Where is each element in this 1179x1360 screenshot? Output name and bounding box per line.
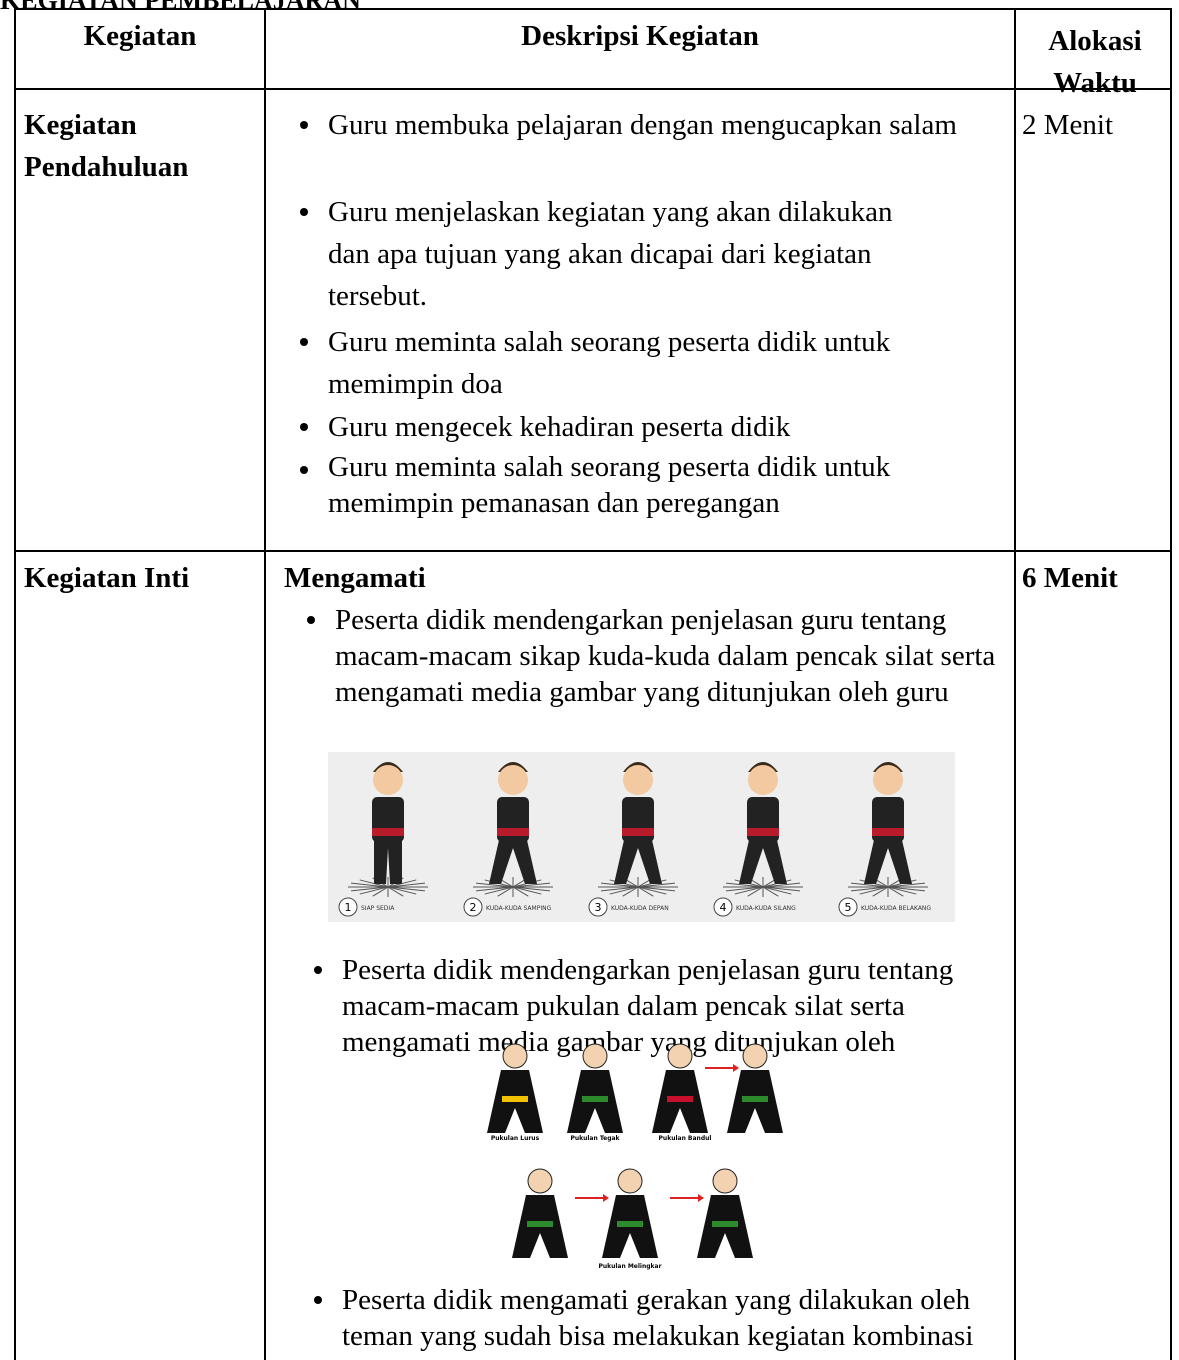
stance-label: KUDA-KUDA SAMPING bbox=[486, 905, 552, 912]
belt bbox=[712, 1221, 738, 1227]
arrow-head bbox=[733, 1064, 739, 1072]
list-item: Guru menjelaskan kegiatan yang akan dila… bbox=[300, 191, 928, 317]
time-cell: 2 Menit bbox=[1022, 109, 1114, 141]
head bbox=[667, 1043, 693, 1069]
table-border bbox=[14, 88, 1172, 90]
table-border bbox=[14, 8, 16, 1360]
table-border bbox=[14, 8, 1172, 10]
number-circle bbox=[713, 897, 733, 917]
list-item: Guru membuka pelajaran dengan mengucapka… bbox=[300, 104, 978, 146]
legs bbox=[864, 840, 912, 884]
head bbox=[712, 1168, 738, 1194]
belt bbox=[747, 828, 779, 836]
belt bbox=[372, 828, 404, 836]
belt bbox=[667, 1096, 693, 1102]
time-cell: 6 Menit bbox=[1022, 562, 1118, 594]
header-cell: Alokasi Waktu bbox=[1048, 25, 1142, 99]
stance-number: 5 bbox=[845, 901, 852, 914]
list-item: Peserta didik mendengarkan penjelasan gu… bbox=[307, 602, 1013, 710]
header-cell: Kegiatan bbox=[83, 20, 197, 52]
list-item: Peserta didik mengamati gerakan yang dil… bbox=[314, 1282, 982, 1354]
head bbox=[742, 1043, 768, 1069]
stance-number: 1 bbox=[345, 901, 352, 914]
list-item: Guru meminta salah seorang peserta didik… bbox=[300, 449, 956, 521]
list-item: Guru mengecek kehadiran peserta didik bbox=[300, 406, 956, 448]
list-item: Guru meminta salah seorang peserta didik… bbox=[300, 321, 956, 405]
belt bbox=[872, 828, 904, 836]
stance-label: SIAP SEDIA bbox=[361, 905, 395, 912]
activity-cell: Kegiatan Pendahuluan bbox=[24, 109, 189, 183]
stance-number: 3 bbox=[595, 901, 602, 914]
arrow-head bbox=[603, 1194, 609, 1202]
head bbox=[373, 765, 403, 795]
section-heading: Mengamati bbox=[284, 562, 426, 594]
legs bbox=[374, 840, 402, 884]
punch-illustration: Pukulan Lurus Pukulan Tegak Pukulan Bandul… bbox=[487, 1043, 783, 1270]
floor-mark bbox=[725, 882, 801, 892]
punch-label: Pukulan Bandul bbox=[659, 1135, 712, 1142]
head bbox=[617, 1168, 643, 1194]
legs bbox=[739, 840, 787, 884]
head bbox=[582, 1043, 608, 1069]
belt bbox=[527, 1221, 553, 1227]
stance-label: KUDA-KUDA SILANG bbox=[736, 905, 796, 912]
activity-cell: Kegiatan Inti bbox=[24, 562, 190, 594]
belt bbox=[582, 1096, 608, 1102]
head bbox=[502, 1043, 528, 1069]
floor-mark bbox=[350, 882, 426, 892]
number-circle bbox=[588, 897, 608, 917]
arrow-head bbox=[698, 1194, 704, 1202]
header-cell: Deskripsi Kegiatan bbox=[521, 20, 759, 52]
belt bbox=[742, 1096, 768, 1102]
page-title: KEGIATAN PEMBELAJARAN bbox=[0, 0, 361, 15]
head bbox=[873, 765, 903, 795]
list-item: Peserta didik mendengarkan penjelasan gu… bbox=[314, 952, 982, 1060]
number-circle bbox=[338, 897, 358, 917]
table-border bbox=[264, 8, 266, 1360]
legs bbox=[489, 840, 537, 884]
stance-label: KUDA-KUDA DEPAN bbox=[611, 905, 669, 912]
punch-label: Pukulan Melingkar bbox=[598, 1263, 661, 1270]
number-circle bbox=[838, 897, 858, 917]
head bbox=[498, 765, 528, 795]
punch-label: Pukulan Lurus bbox=[491, 1135, 540, 1142]
belt bbox=[622, 828, 654, 836]
stance-number: 2 bbox=[470, 901, 477, 914]
table-border bbox=[14, 550, 1172, 552]
punch-label: Pukulan Tegak bbox=[570, 1135, 620, 1142]
stance-illustration: 1 SIAP SEDIA 2 KUDA-KUDA SAMPING 3 KUDA-KUDA … bbox=[328, 752, 955, 922]
number-circle bbox=[463, 897, 483, 917]
belt bbox=[617, 1221, 643, 1227]
table-border bbox=[1170, 8, 1172, 1360]
stance-number: 4 bbox=[720, 901, 727, 914]
floor-mark bbox=[600, 882, 676, 892]
stance-label: KUDA-KUDA BELAKANG bbox=[861, 905, 931, 912]
head bbox=[623, 765, 653, 795]
belt bbox=[497, 828, 529, 836]
belt bbox=[502, 1096, 528, 1102]
floor-mark bbox=[850, 882, 926, 892]
table-border bbox=[1014, 8, 1016, 1360]
head bbox=[527, 1168, 553, 1194]
head bbox=[748, 765, 778, 795]
floor-mark bbox=[475, 882, 551, 892]
legs bbox=[614, 840, 662, 884]
